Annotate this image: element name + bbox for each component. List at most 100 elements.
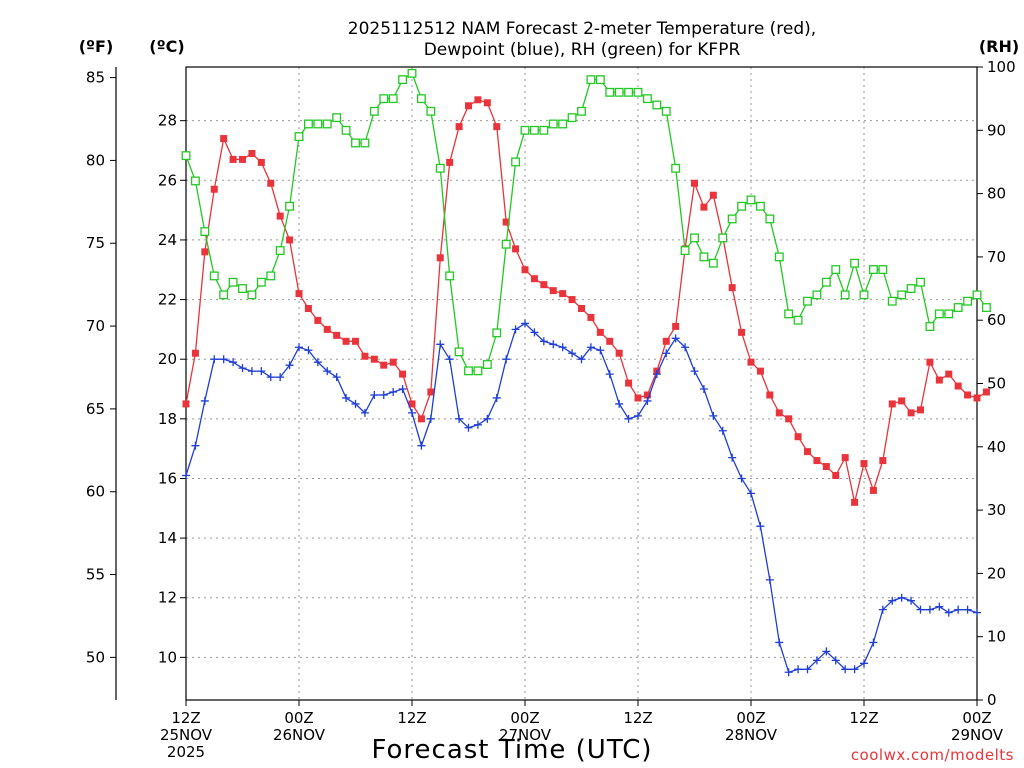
dewpoint-point [521,319,529,328]
rh-point [501,239,511,249]
rh-series [181,68,991,376]
temperature-point [813,457,821,465]
rh-point [539,125,549,135]
rh-point [473,366,483,376]
dewpoint-point [436,340,445,349]
rh-tick-label: 10 [987,628,1006,646]
dewpoint-point [925,605,934,614]
celsius-unit-label: (ºC) [149,37,184,56]
temperature-point [747,358,755,366]
dewpoint-point [445,355,454,364]
fahrenheit-unit-label: (ºF) [79,37,114,56]
celsius-tick-label: 16 [158,469,177,487]
rh-tick-label: 0 [987,691,997,709]
temperature-point [691,179,698,187]
dewpoint-point [247,367,256,376]
dewpoint-point [210,355,219,364]
dewpoint-point [596,346,605,355]
temperature-point [512,245,520,253]
x-tick-label: 12Z [849,709,878,727]
temperature-point [229,155,237,163]
rh-point [558,119,568,129]
rh-point [737,201,747,211]
temperature-point [352,337,359,345]
dewpoint-point [417,441,426,450]
dewpoint-point [652,370,661,379]
dewpoint-point [539,337,548,346]
temperature-point [596,328,604,336]
rh-point [680,246,690,256]
dewpoint-point [257,367,266,376]
celsius-tick-label: 14 [158,529,177,547]
rh-point [868,265,878,275]
temperature-point [634,394,642,402]
dewpoint-point [332,373,341,382]
celsius-tick-label: 28 [158,112,177,130]
temperature-point [888,400,896,408]
temperature-point [182,400,190,408]
rh-point [379,94,389,104]
x-tick-label: 12Z [397,709,426,727]
x-tick-label: 00Z [962,709,991,727]
dewpoint-point [530,328,539,337]
dewpoint-point [285,361,294,370]
dewpoint-point [784,668,793,677]
dewpoint-point [812,656,821,665]
x-tick-label: 00Z [736,709,765,727]
dewpoint-point [464,423,473,432]
x-tick-label: 26NOV [273,726,326,744]
plot-frame [185,66,978,701]
temperature-point [559,290,567,298]
temperature-point [869,486,877,494]
rh-point [228,277,238,287]
rh-point [755,201,765,211]
celsius-tick-label: 24 [158,231,177,249]
dewpoint-point [671,334,680,343]
rh-point [247,290,257,300]
rh-point [718,233,728,243]
temperature-point [370,355,378,363]
rh-point [746,195,756,205]
rh-point [285,201,295,211]
rh-point [708,258,718,268]
dewpoint-point [502,355,511,364]
rh-point [322,119,332,129]
rh-point [529,125,539,135]
dewpoint-point [370,390,379,399]
dewpoint-point [229,358,238,367]
temperature-point [615,349,623,357]
rh-point [445,271,455,281]
rh-point [727,214,737,224]
dewpoint-point [408,408,416,417]
dewpoint-point [878,605,887,614]
rh-tick-label: 30 [987,501,1006,519]
temperature-point [323,325,331,333]
x-tick-label: 27NOV [499,726,552,744]
temperature-point [540,281,548,289]
temperature-point [191,349,199,357]
rh-point [492,328,502,338]
rh-point [850,258,860,268]
temperature-point [483,99,491,107]
x-tick-label: 28NOV [725,726,778,744]
rh-point [303,119,313,129]
rh-point [652,100,662,110]
rh-point [200,227,210,237]
temperature-point [549,287,557,295]
rh-tick-label: 100 [987,58,1016,76]
dewpoint-point [586,343,595,352]
dewpoint-point [963,605,972,614]
rh-point [435,163,445,173]
dewpoint-point [765,575,774,584]
dewpoint-point [728,453,737,462]
temperature-point [276,212,284,220]
dewpoint-point [860,659,868,668]
x-tick-label: 2025 [167,743,205,761]
rh-point [256,277,266,287]
rh-point [840,290,850,300]
dewpoint-point [379,390,388,399]
dewpoint-point [455,414,464,423]
celsius-tick-label: 22 [158,291,177,309]
dewpoint-point [295,343,303,352]
